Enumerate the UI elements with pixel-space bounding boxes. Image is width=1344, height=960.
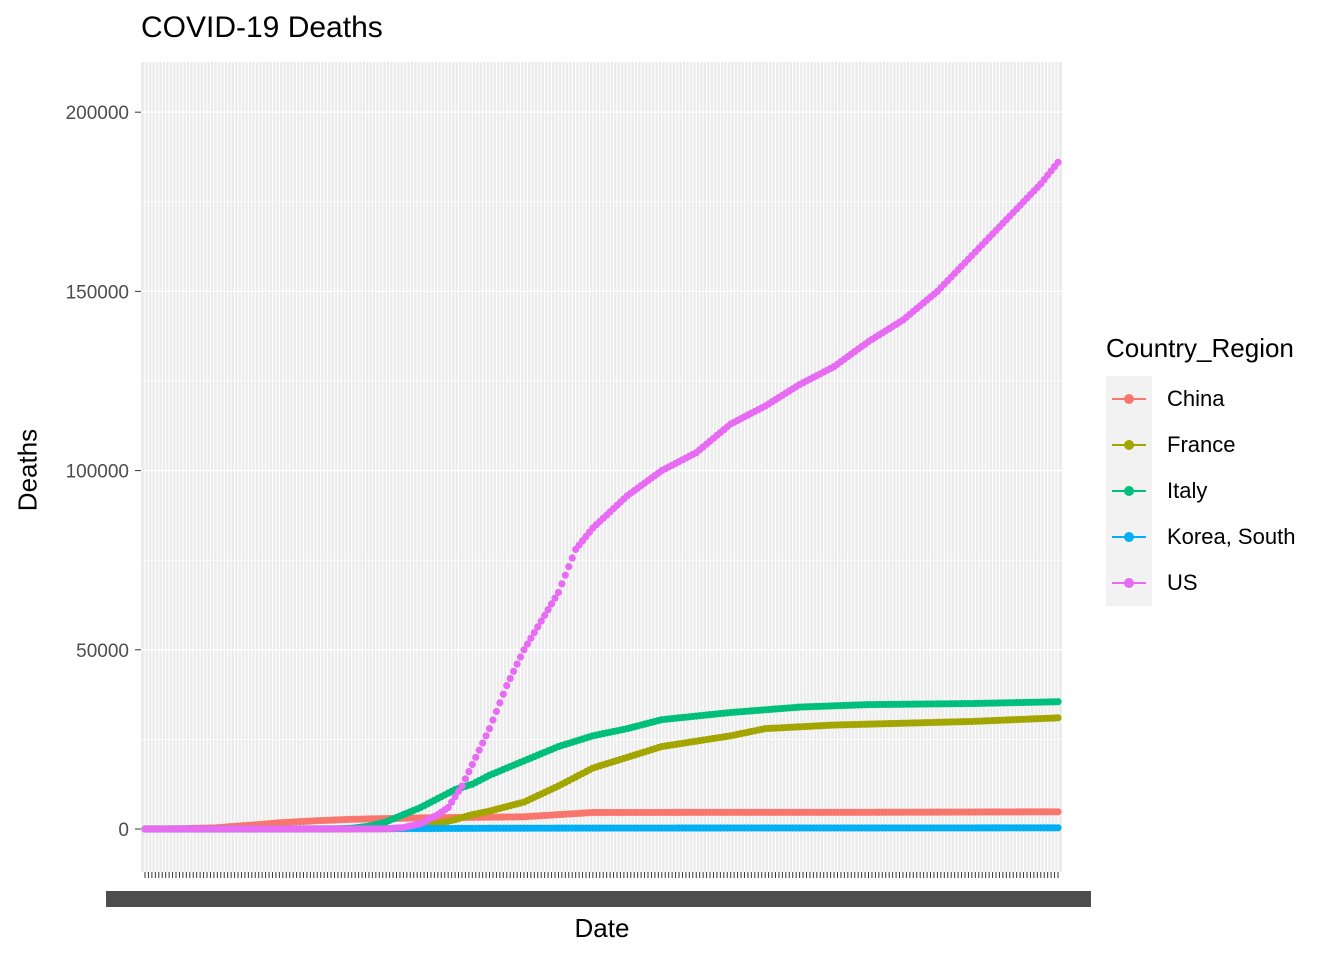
data-point bbox=[537, 617, 545, 625]
legend-item-us: US bbox=[1106, 560, 1295, 606]
legend-label: China bbox=[1167, 386, 1225, 411]
data-point bbox=[499, 690, 507, 698]
data-point bbox=[1054, 698, 1062, 706]
legend-key bbox=[1106, 560, 1152, 606]
data-point bbox=[554, 588, 563, 597]
data-point bbox=[558, 580, 566, 588]
y-tick-label: 50000 bbox=[76, 641, 129, 662]
data-point bbox=[465, 768, 473, 776]
y-tick-label: 200000 bbox=[66, 103, 129, 124]
x-axis-title: Date bbox=[574, 913, 630, 943]
data-point bbox=[516, 653, 525, 661]
data-point bbox=[1054, 714, 1062, 722]
legend-title: Country_Region bbox=[1106, 333, 1294, 363]
data-point bbox=[1054, 824, 1062, 832]
y-tick-label: 0 bbox=[118, 820, 129, 841]
data-point bbox=[520, 646, 528, 654]
data-point bbox=[472, 753, 480, 761]
data-point bbox=[454, 787, 463, 795]
legend-key bbox=[1106, 422, 1152, 468]
data-point bbox=[475, 746, 483, 754]
data-point bbox=[496, 699, 504, 707]
data-point bbox=[458, 782, 466, 790]
legend-item-china: China bbox=[1106, 376, 1295, 422]
chart-title: COVID-19 Deaths bbox=[141, 11, 383, 44]
y-tick-label: 100000 bbox=[66, 462, 129, 483]
data-point bbox=[489, 716, 497, 724]
legend-item-france: France bbox=[1106, 422, 1295, 468]
data-point bbox=[1054, 808, 1062, 816]
data-point bbox=[485, 725, 494, 733]
data-point bbox=[561, 571, 569, 579]
data-point bbox=[551, 594, 559, 602]
data-point bbox=[547, 600, 556, 608]
data-point bbox=[451, 793, 459, 801]
legend-item-korea-south: Korea, South bbox=[1106, 514, 1295, 560]
data-point bbox=[503, 682, 511, 690]
data-point bbox=[523, 640, 532, 648]
legend-label: Italy bbox=[1167, 478, 1208, 503]
data-point bbox=[482, 732, 490, 740]
data-point bbox=[544, 606, 552, 614]
legend-label: US bbox=[1167, 570, 1198, 595]
legend-key bbox=[1106, 468, 1152, 514]
data-point bbox=[541, 611, 549, 619]
data-point bbox=[492, 707, 501, 716]
x-axis bbox=[106, 872, 1091, 907]
series-china bbox=[141, 808, 1062, 833]
data-point bbox=[461, 775, 470, 783]
data-point bbox=[479, 739, 487, 747]
data-point bbox=[444, 803, 452, 812]
data-point bbox=[506, 674, 514, 683]
data-point bbox=[510, 667, 518, 675]
y-axis-title: Deaths bbox=[12, 428, 43, 512]
data-point bbox=[530, 628, 538, 637]
legend-label: France bbox=[1167, 432, 1236, 457]
legend: Country_Region China France Italy Korea,… bbox=[1106, 333, 1295, 606]
y-axis: 0 50000 100000 150000 200000 bbox=[66, 103, 141, 841]
y-tick-label: 150000 bbox=[66, 282, 129, 303]
data-point bbox=[468, 760, 476, 769]
data-point bbox=[448, 798, 456, 806]
data-point bbox=[534, 623, 542, 631]
data-point bbox=[568, 554, 576, 562]
data-point bbox=[565, 563, 573, 571]
legend-label: Korea, South bbox=[1167, 524, 1296, 549]
data-point bbox=[513, 660, 521, 668]
legend-key bbox=[1106, 514, 1152, 560]
data-point bbox=[1054, 158, 1062, 166]
legend-item-italy: Italy bbox=[1106, 468, 1295, 514]
data-point bbox=[527, 634, 535, 642]
x-tick-label-band bbox=[106, 891, 1091, 907]
legend-key bbox=[1106, 376, 1152, 422]
series-us bbox=[141, 158, 1062, 833]
